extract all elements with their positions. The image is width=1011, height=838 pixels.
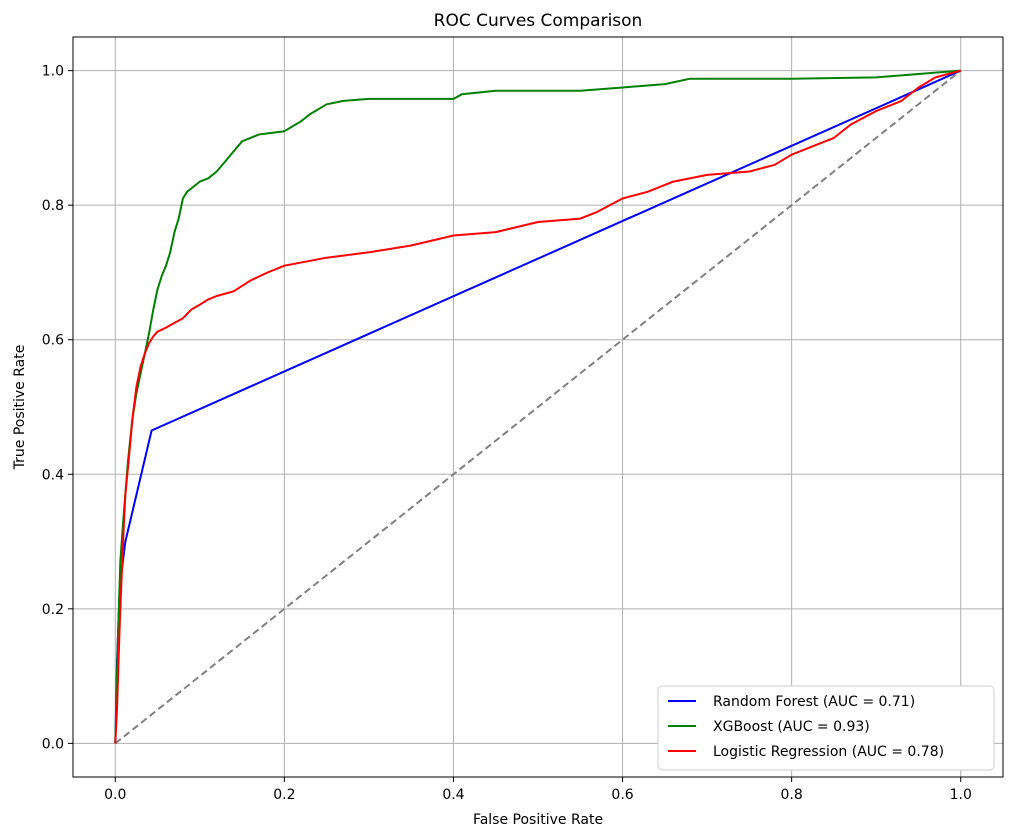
legend: Random Forest (AUC = 0.71) XGBoost (AUC … [657,685,995,771]
grid-layer [73,37,1003,777]
y-axis-label: True Positive Rate [12,345,28,471]
x-tick-label: 1.0 [950,787,972,803]
x-axis-label: False Positive Rate [473,812,603,828]
legend-box [657,685,995,771]
chance-diagonal [114,69,962,745]
x-tick-label: 0.8 [781,787,803,803]
logistic-regression-curve [114,69,961,744]
y-tick-label: 0.8 [42,198,64,214]
plot-frame [72,36,1004,778]
x-tick-label: 0.6 [611,787,633,803]
y-tick-label: 0.4 [42,467,64,483]
legend-label-xgboost: XGBoost (AUC = 0.93) [713,719,870,735]
y-tick-label: 1.0 [42,64,64,80]
y-tick-label: 0.0 [42,736,64,752]
series-layer [114,69,962,745]
x-tick-label: 0.4 [442,787,464,803]
legend-label-random-forest: Random Forest (AUC = 0.71) [713,694,915,710]
x-tick-label: 0.0 [104,787,126,803]
chart-title: ROC Curves Comparison [434,11,643,31]
x-tick-label: 0.2 [273,787,295,803]
y-tick-label: 0.2 [42,602,64,618]
tick-layer: 0.0 0.2 0.4 0.6 0.8 1.0 0.0 0.2 0.4 0.6 0.8 1.0 [42,64,972,803]
y-tick-label: 0.6 [42,333,64,349]
legend-label-logistic-regression: Logistic Regression (AUC = 0.78) [713,744,944,760]
